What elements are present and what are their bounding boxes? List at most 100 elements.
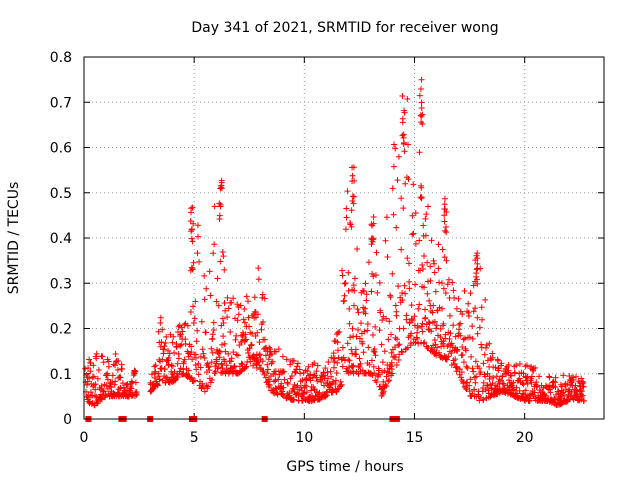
data-point	[117, 385, 124, 392]
data-point	[442, 223, 449, 230]
data-point	[199, 380, 206, 387]
data-point	[86, 356, 93, 363]
data-point	[442, 290, 449, 297]
data-point	[165, 361, 172, 368]
data-point	[181, 321, 188, 328]
data-point	[264, 366, 271, 373]
data-point	[462, 347, 469, 354]
data-point	[199, 346, 206, 353]
data-point	[345, 269, 352, 276]
data-point	[392, 145, 399, 152]
data-point	[243, 293, 250, 300]
data-point	[465, 300, 472, 307]
data-point	[166, 350, 173, 357]
data-point	[421, 284, 428, 291]
data-point	[209, 331, 216, 338]
data-point	[422, 215, 429, 222]
data-point	[238, 360, 245, 367]
data-point	[85, 365, 92, 372]
data-point	[251, 294, 258, 301]
data-point	[334, 359, 341, 366]
data-point	[191, 377, 198, 384]
data-point	[100, 359, 107, 366]
data-point	[444, 281, 451, 288]
data-point	[429, 309, 436, 316]
y-tick-label: 0	[63, 412, 72, 428]
data-point	[422, 232, 429, 239]
data-point	[354, 326, 361, 333]
data-point	[194, 250, 201, 257]
x-tick-label: 15	[406, 430, 424, 446]
data-point	[411, 322, 418, 329]
data-point	[163, 374, 170, 381]
data-point	[441, 212, 448, 219]
data-point	[268, 350, 275, 357]
data-point	[441, 218, 448, 225]
data-point	[346, 305, 353, 312]
data-point	[407, 342, 414, 349]
data-point	[265, 356, 272, 363]
data-point	[89, 374, 96, 381]
data-point	[425, 319, 432, 326]
data-point	[523, 374, 530, 381]
data-point	[401, 148, 408, 155]
data-point	[415, 340, 422, 347]
data-point	[363, 291, 370, 298]
data-point	[459, 311, 466, 318]
data-point	[508, 372, 515, 379]
data-point	[104, 370, 111, 377]
data-point	[458, 369, 465, 376]
data-point	[479, 316, 486, 323]
data-point	[271, 378, 278, 385]
data-point	[216, 200, 223, 207]
data-point	[339, 272, 346, 279]
data-point	[165, 354, 172, 361]
data-point	[339, 363, 346, 370]
data-point	[380, 389, 387, 396]
data-point	[322, 365, 329, 372]
data-point	[405, 176, 412, 183]
data-point	[469, 365, 476, 372]
data-point	[578, 375, 585, 382]
data-point	[240, 316, 247, 323]
data-point	[266, 344, 273, 351]
data-point	[478, 341, 485, 348]
data-point	[472, 257, 479, 264]
data-point	[262, 374, 269, 381]
data-point	[277, 383, 284, 390]
data-point	[391, 141, 398, 148]
data-point	[332, 380, 339, 387]
data-point	[266, 376, 273, 383]
data-point	[243, 363, 250, 370]
data-point	[366, 361, 373, 368]
data-point	[93, 350, 100, 357]
data-point	[417, 267, 424, 274]
data-point	[394, 177, 401, 184]
data-point	[414, 335, 421, 342]
data-point	[228, 364, 235, 371]
data-point	[376, 327, 383, 334]
data-point	[471, 374, 478, 381]
data-point	[151, 363, 158, 370]
data-point	[404, 96, 411, 103]
data-point	[218, 177, 225, 184]
data-point	[419, 320, 426, 327]
data-point	[507, 372, 514, 379]
data-point	[364, 327, 371, 334]
x-axis-label: GPS time / hours	[286, 459, 403, 475]
data-point	[209, 349, 216, 356]
data-point	[416, 149, 423, 156]
data-point	[174, 374, 181, 381]
data-point	[295, 391, 302, 398]
data-point	[245, 314, 252, 321]
data-point	[123, 382, 130, 389]
data-point	[410, 230, 417, 237]
data-point	[414, 329, 421, 336]
data-point	[260, 368, 267, 375]
data-point	[474, 250, 481, 257]
data-point	[157, 320, 164, 327]
data-point	[519, 380, 526, 387]
data-point	[341, 292, 348, 299]
data-point	[473, 252, 480, 259]
data-point	[349, 193, 356, 200]
